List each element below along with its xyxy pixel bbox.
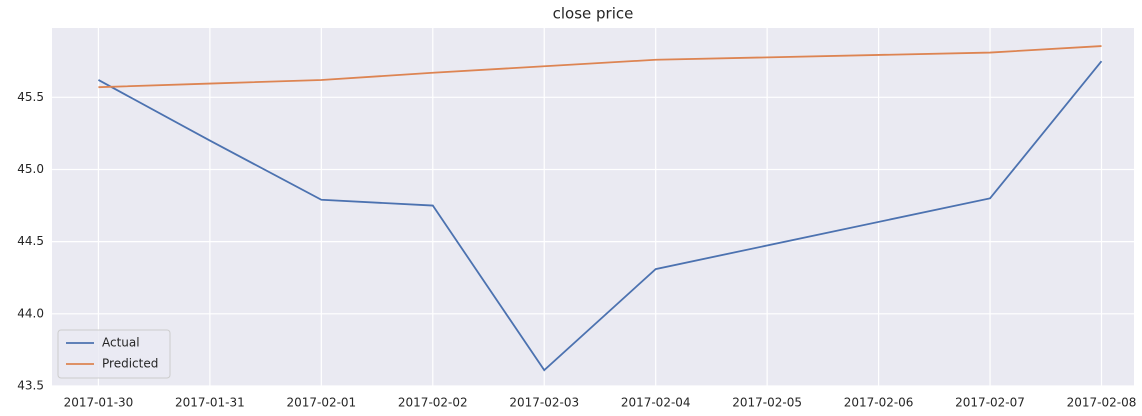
y-tick-label: 44.5 [17,234,44,248]
x-tick-label: 2017-02-05 [732,396,802,410]
x-tick-label: 2017-01-31 [175,396,245,410]
y-tick-label: 44.0 [17,306,44,320]
x-tick-label: 2017-02-08 [1067,396,1137,410]
legend-label: Actual [102,336,140,350]
y-tick-label: 45.0 [17,162,44,176]
x-tick-label: 2017-01-30 [64,396,134,410]
line-series [98,60,1103,372]
x-tick-label: 2017-02-03 [509,396,579,410]
line-series [98,45,1102,89]
x-tick-label: 2017-02-07 [955,396,1025,410]
y-tick-label: 45.5 [17,90,44,104]
legend-box [57,329,171,379]
legend-label: Predicted [102,357,158,371]
x-tick-label: 2017-02-06 [844,396,914,410]
y-tick-label: 43.5 [17,379,44,393]
x-tick-label: 2017-02-02 [398,396,468,410]
x-tick-label: 2017-02-01 [286,396,356,410]
plot-area [52,28,1134,386]
x-tick-label: 2017-02-04 [621,396,691,410]
chart-title: close price [553,5,634,23]
